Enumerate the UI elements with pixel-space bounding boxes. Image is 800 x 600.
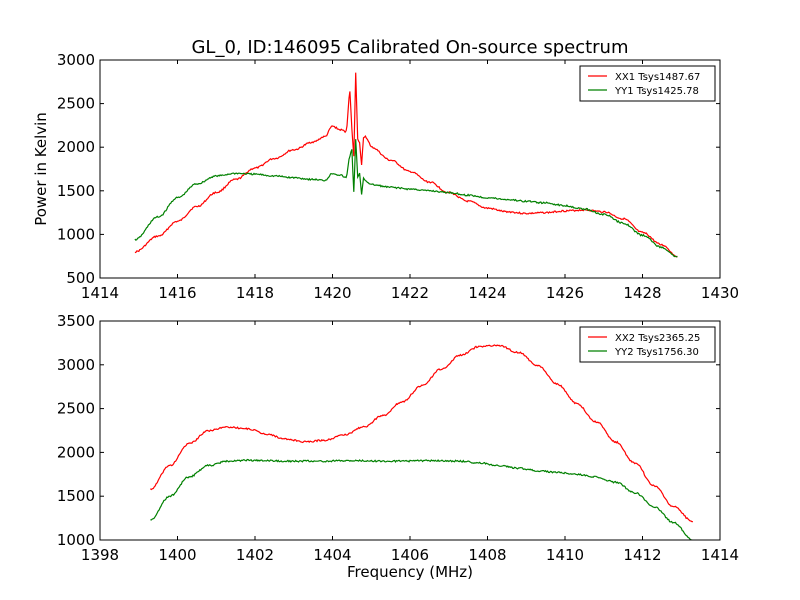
- legend: XX2 Tsys2365.25 YY2 Tsys1756.30: [579, 326, 716, 363]
- legend-box: [579, 65, 716, 102]
- x-axis-title: Frequency (MHz): [347, 563, 473, 581]
- top-panel: 1414 1416 1418 1420 1422 1424 1426 1428 1430 500 1…: [57, 51, 739, 302]
- legend-label: XX2 Tsys2365.25: [615, 333, 700, 344]
- legend-label: YY2 Tsys1756.30: [614, 347, 699, 358]
- x-tick-label: 1404: [313, 546, 351, 564]
- y-tick-label: 3000: [57, 356, 95, 374]
- x-tick-label: 1418: [236, 284, 274, 302]
- y-tick-label: 1500: [57, 182, 95, 200]
- x-tick-label: 1426: [546, 284, 584, 302]
- x-tick-label: 1430: [701, 284, 739, 302]
- y-tick-label: 2000: [57, 443, 95, 461]
- chart-title: GL_0, ID:146095 Calibrated On-source spe…: [191, 37, 628, 58]
- y-axis-title: Power in Kelvin: [32, 112, 50, 226]
- series-line-yy2: [150, 458, 693, 540]
- legend-box: [579, 326, 716, 363]
- x-tick-label: 1420: [313, 284, 351, 302]
- x-tick-label: 1398: [81, 546, 119, 564]
- bottom-panel: 1398 1400 1402 1404 1406 1408 1410 1412 1414 1000…: [57, 312, 739, 564]
- series-line-xx1: [134, 72, 678, 258]
- series-line-xx2: [150, 344, 693, 523]
- x-tick-label: 1424: [468, 284, 506, 302]
- y-tick-label: 2000: [57, 138, 95, 156]
- x-tick-label: 1406: [391, 546, 429, 564]
- series-line-yy1: [134, 139, 678, 258]
- legend-label: YY1 Tsys1425.78: [614, 86, 699, 97]
- y-tick-label: 3500: [57, 312, 95, 330]
- y-tick-label: 1000: [57, 225, 95, 243]
- x-tick-label: 1408: [468, 546, 506, 564]
- y-tick-label: 2500: [57, 95, 95, 113]
- x-tick-label: 1412: [623, 546, 661, 564]
- y-tick-label: 2500: [57, 400, 95, 418]
- x-tick-label: 1422: [391, 284, 429, 302]
- x-tick-label: 1416: [158, 284, 196, 302]
- y-tick-label: 1000: [57, 531, 95, 549]
- x-tick-label: 1414: [81, 284, 119, 302]
- legend: XX1 Tsys1487.67 YY1 Tsys1425.78: [579, 65, 716, 102]
- x-tick-label: 1428: [623, 284, 661, 302]
- x-tick-label: 1400: [158, 546, 196, 564]
- x-tick-label: 1410: [546, 546, 584, 564]
- x-tick-label: 1414: [701, 546, 739, 564]
- y-tick-label: 3000: [57, 51, 95, 69]
- legend-label: XX1 Tsys1487.67: [615, 72, 700, 83]
- y-tick-label: 500: [66, 269, 95, 287]
- y-tick-label: 1500: [57, 487, 95, 505]
- x-tick-label: 1402: [236, 546, 274, 564]
